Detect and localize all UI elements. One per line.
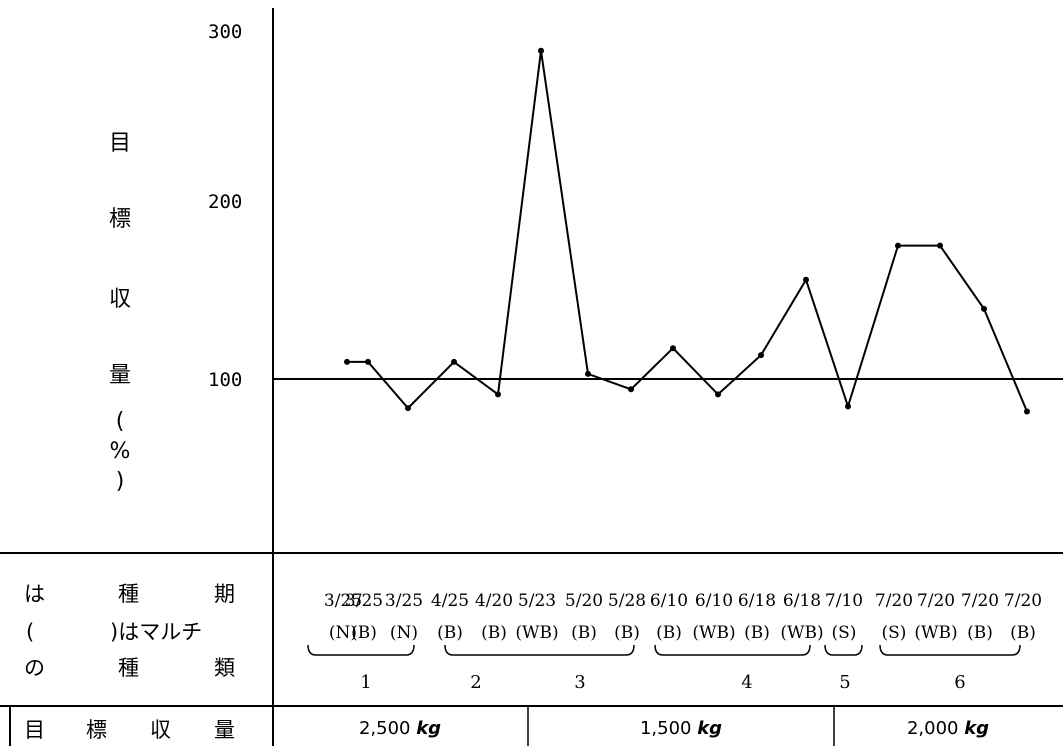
x-labels: 3/25 (N) 3/25 (B) 3/25 (N) 4/25 (B) 4/20 (B) 5/23 (… [324, 591, 1042, 643]
group-number: 1 [360, 672, 371, 693]
group-number: 4 [741, 672, 752, 693]
data-point [585, 370, 591, 377]
sowing-date-label: 4/20 [475, 591, 513, 611]
row-label-mulch-1: ( [26, 620, 34, 644]
sowing-date-label: 7/20 [1004, 591, 1042, 611]
sowing-date-label: 3/25 [345, 591, 383, 611]
data-point [670, 345, 676, 352]
row-label-target-2: 標 [86, 718, 107, 742]
mulch-type-label: (S) [832, 623, 857, 643]
sowing-date-label: 5/28 [608, 591, 646, 611]
row-label-sowing-2: 種 [118, 582, 139, 606]
mulch-type-label: (WB) [780, 623, 823, 643]
sowing-date-label: 7/20 [961, 591, 999, 611]
data-point [344, 358, 350, 365]
group-brace [879, 644, 1021, 656]
y-label-char: 標 [109, 207, 131, 232]
data-point [803, 276, 809, 283]
sowing-date-label: 7/10 [825, 591, 863, 611]
mulch-type-label: (N) [329, 623, 357, 643]
y-tick-300: 300 [208, 21, 242, 43]
target-yield-1: 2,500 kg [359, 718, 441, 739]
series-line [347, 50, 1028, 412]
data-point [715, 391, 721, 398]
data-point [495, 391, 501, 398]
sowing-date-label: 7/20 [917, 591, 955, 611]
y-label-char: ) [116, 469, 125, 494]
sowing-date-label: 6/18 [783, 591, 821, 611]
data-point [758, 352, 764, 359]
data-point [365, 358, 371, 365]
mulch-type-label: (B) [744, 623, 770, 643]
data-point [628, 386, 634, 393]
mulch-type-label: (N) [390, 623, 418, 643]
mulch-type-label: (B) [351, 623, 377, 643]
mulch-type-label: (WB) [914, 623, 957, 643]
group-brace [307, 644, 415, 656]
sowing-date-label: 3/25 [385, 591, 423, 611]
target-yield-3: 2,000 kg [907, 718, 989, 739]
y-label-char: 目 [109, 131, 131, 156]
row-label-mulch-2: )はマルチ [110, 620, 202, 644]
row-label-kind-3: 類 [214, 656, 235, 680]
mulch-type-label: (B) [437, 623, 463, 643]
row-label-target-4: 量 [214, 718, 235, 742]
sowing-date-label: 5/20 [565, 591, 603, 611]
mulch-type-label: (B) [614, 623, 640, 643]
data-point [895, 242, 901, 249]
data-point [981, 305, 987, 312]
groups: 1 2 3 4 5 6 [307, 644, 1021, 693]
row-label-target-3: 収 [150, 718, 171, 742]
series-points [344, 47, 1030, 415]
y-tick-200: 200 [208, 191, 242, 213]
y-label-char: 量 [109, 363, 131, 388]
mulch-type-label: (B) [1010, 623, 1036, 643]
row-label-kind-2: 種 [118, 656, 139, 680]
y-label-char: 収 [109, 287, 131, 312]
mulch-type-label: (B) [481, 623, 507, 643]
target-yield-2: 1,500 kg [640, 718, 722, 739]
sowing-date-label: 7/20 [875, 591, 913, 611]
y-tick-100: 100 [208, 369, 242, 391]
data-point [538, 47, 544, 54]
mulch-type-label: (B) [656, 623, 682, 643]
data-point [451, 358, 457, 365]
row-label-sowing-1: は [24, 582, 45, 606]
mulch-type-label: (WB) [692, 623, 735, 643]
group-number: 6 [954, 672, 965, 693]
mulch-type-label: (WB) [515, 623, 558, 643]
group-brace [824, 644, 863, 656]
group-brace [654, 644, 811, 656]
row-label-target-1: 目 [24, 718, 45, 742]
mulch-type-label: (B) [571, 623, 597, 643]
mulch-type-label: (B) [967, 623, 993, 643]
sowing-date-label: 6/18 [738, 591, 776, 611]
sowing-date-label: 6/10 [695, 591, 733, 611]
y-label-char: % [110, 439, 131, 464]
group-brace [444, 644, 635, 656]
sowing-date-label: 6/10 [650, 591, 688, 611]
data-point [405, 405, 411, 412]
mulch-type-label: (S) [882, 623, 907, 643]
group-number: 3 [574, 672, 585, 693]
data-point [1024, 408, 1030, 415]
sowing-date-label: 5/23 [518, 591, 556, 611]
y-label-char: ( [116, 409, 125, 434]
sowing-date-label: 3/25 [324, 591, 362, 611]
data-point [845, 403, 851, 410]
row-label-kind-1: の [24, 656, 45, 680]
sowing-date-label: 4/25 [431, 591, 469, 611]
group-number: 5 [839, 672, 850, 693]
group-number: 2 [470, 672, 481, 693]
row-label-sowing-3: 期 [214, 582, 235, 606]
data-point [937, 242, 943, 249]
